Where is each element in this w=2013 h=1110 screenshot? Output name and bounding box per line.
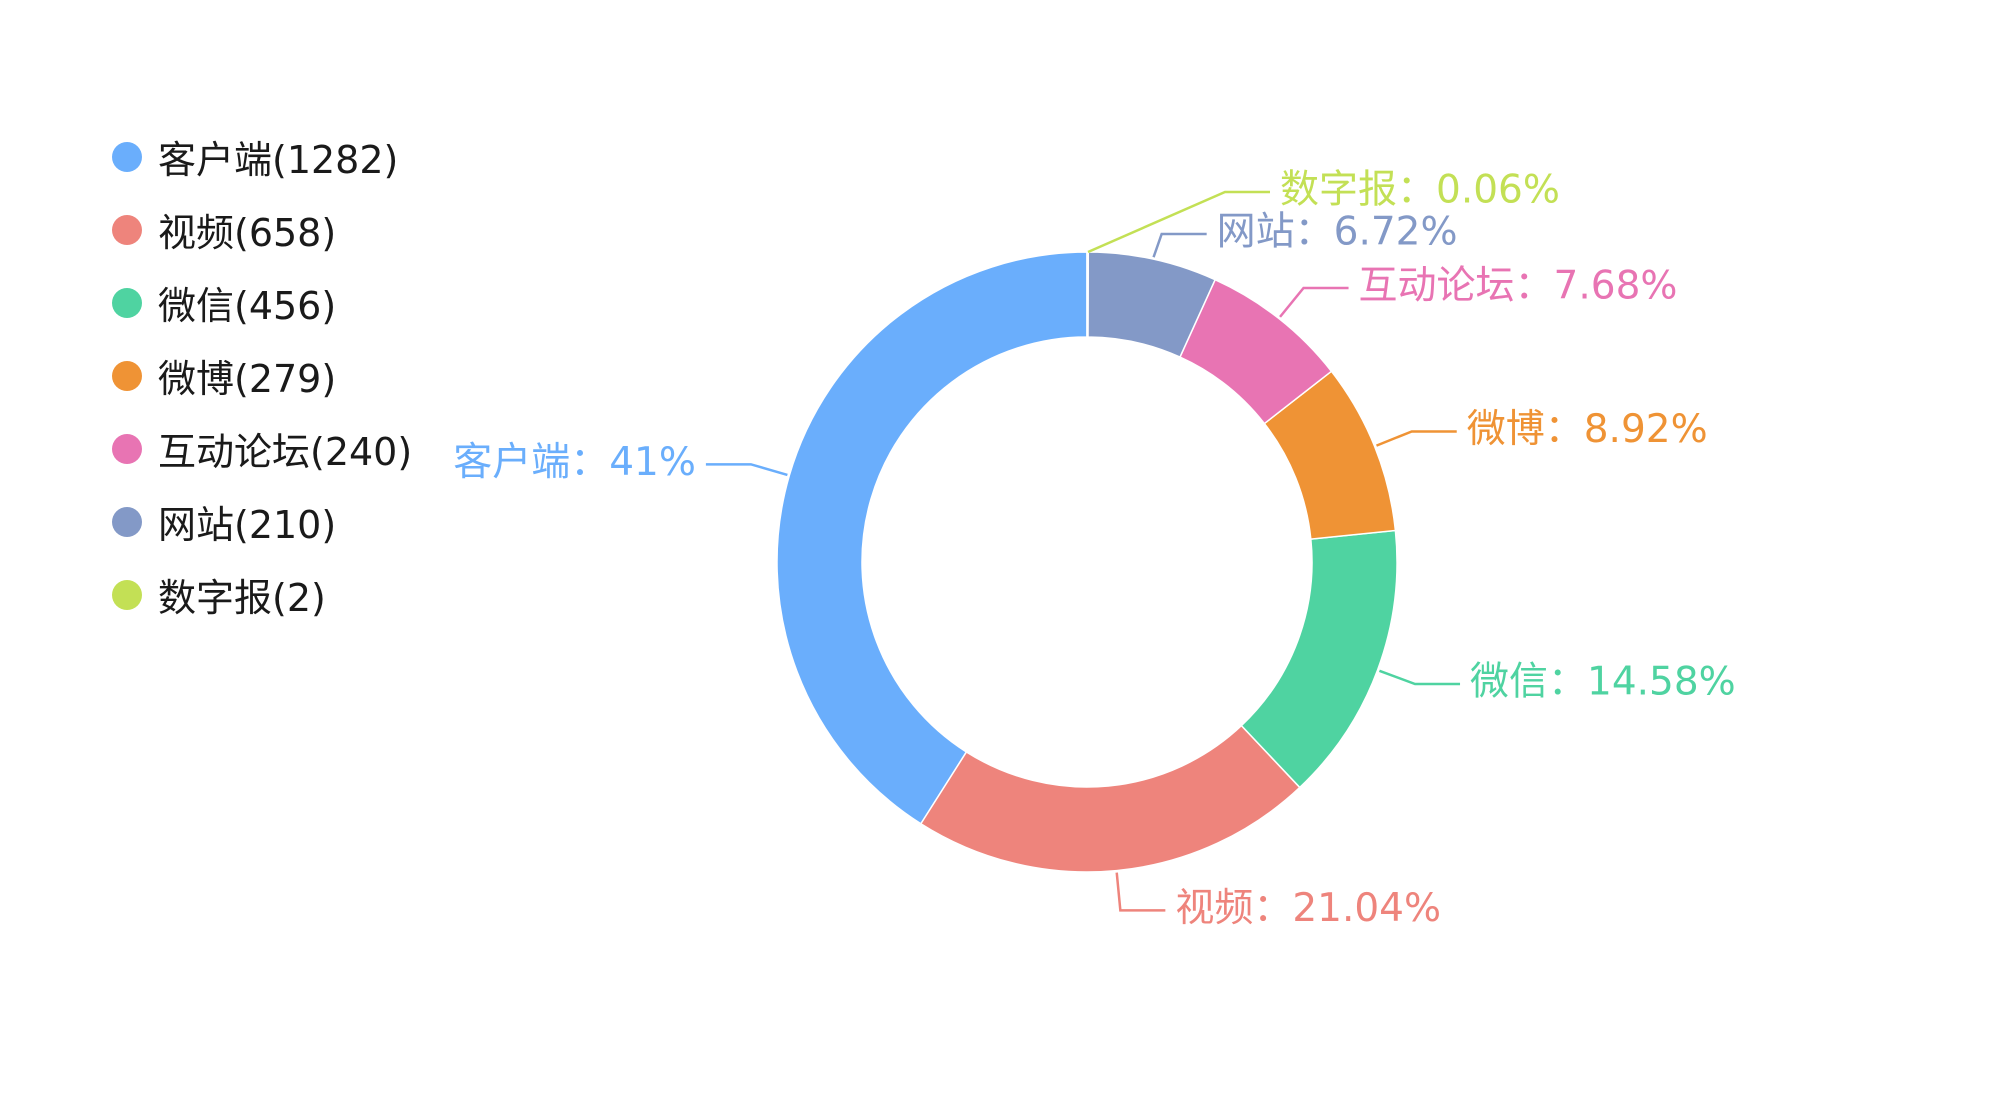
legend-label: 微博(279) bbox=[158, 357, 337, 401]
legend: 客户端(1282) 视频(658) 微信(456) 微博(279) 互动论坛(240) 网… bbox=[112, 120, 412, 631]
leader-line bbox=[1115, 872, 1166, 912]
donut-slice[interactable] bbox=[919, 724, 1301, 873]
legend-item[interactable]: 客户端(1282) bbox=[112, 120, 412, 193]
leader-line bbox=[705, 463, 788, 477]
legend-item[interactable]: 视频(658) bbox=[112, 193, 412, 266]
slice-value-label: 微信：14.58% bbox=[1470, 660, 1736, 705]
leader-line bbox=[1279, 286, 1349, 318]
legend-item[interactable]: 网站(210) bbox=[112, 485, 412, 558]
legend-dot-icon bbox=[112, 506, 142, 537]
legend-label: 数字报(2) bbox=[158, 576, 326, 620]
leader-line bbox=[1087, 190, 1270, 254]
legend-label: 网站(210) bbox=[158, 503, 337, 547]
legend-dot-icon bbox=[112, 287, 142, 318]
leader-line bbox=[1378, 669, 1461, 686]
legend-dot-icon bbox=[112, 579, 142, 610]
slice-value-label: 视频：21.04% bbox=[1175, 886, 1441, 931]
donut-slice[interactable] bbox=[1240, 529, 1398, 789]
slice-value-label: 互动论坛：7.68% bbox=[1359, 264, 1678, 309]
legend-dot-icon bbox=[112, 360, 142, 391]
slice-value-label: 客户端：41% bbox=[453, 440, 696, 485]
leader-line bbox=[1376, 430, 1457, 447]
legend-item[interactable]: 微博(279) bbox=[112, 339, 412, 412]
legend-item[interactable]: 微信(456) bbox=[112, 266, 412, 339]
slice-value-label: 数字报：0.06% bbox=[1280, 168, 1560, 213]
slice-value-label: 微博：8.92% bbox=[1467, 407, 1708, 452]
legend-item[interactable]: 互动论坛(240) bbox=[112, 412, 412, 485]
legend-dot-icon bbox=[112, 141, 142, 172]
slice-labels: 客户端：41% 视频：21.04% 微信：14.58% 微博：8.92% 互动论坛：7.… bbox=[453, 168, 1736, 931]
donut-slice[interactable] bbox=[776, 251, 1088, 825]
legend-label: 互动论坛(240) bbox=[158, 430, 413, 474]
legend-dot-icon bbox=[112, 214, 142, 245]
legend-item[interactable]: 数字报(2) bbox=[112, 558, 412, 631]
legend-label: 微信(456) bbox=[158, 284, 337, 328]
slice-value-label: 网站：6.72% bbox=[1217, 210, 1458, 255]
donut-slice[interactable] bbox=[1086, 251, 1090, 338]
leader-lines bbox=[705, 190, 1461, 912]
legend-label: 客户端(1282) bbox=[158, 138, 399, 182]
legend-label: 视频(658) bbox=[158, 211, 337, 255]
donut-slices bbox=[776, 251, 1398, 873]
leader-line bbox=[1152, 232, 1207, 258]
legend-dot-icon bbox=[112, 433, 142, 464]
